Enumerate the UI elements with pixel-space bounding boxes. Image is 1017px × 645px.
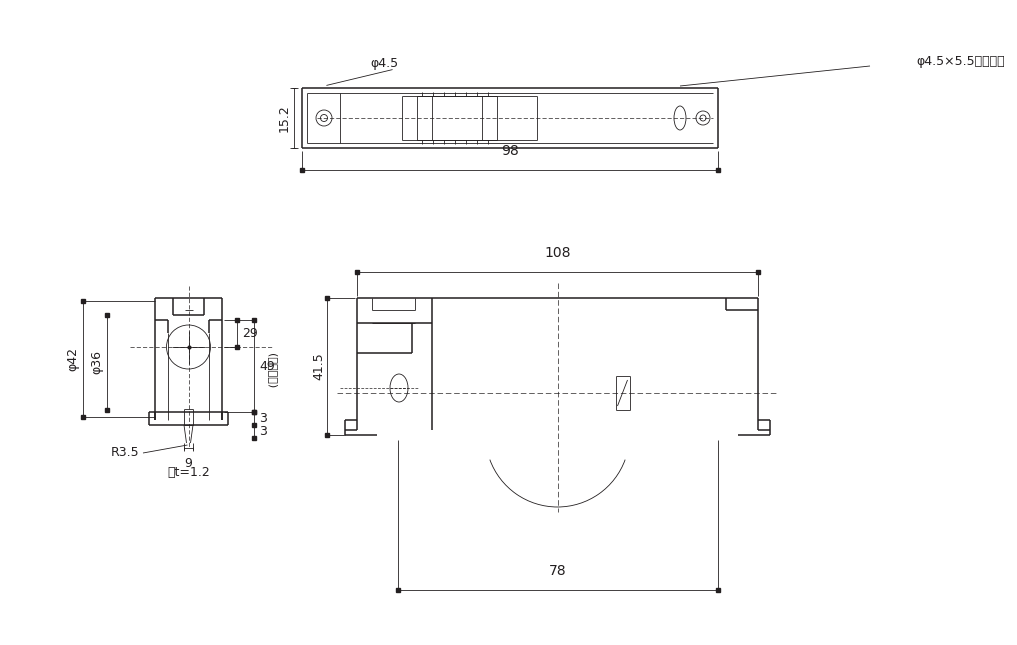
Text: 108: 108 (544, 246, 571, 260)
Text: (調整寸法): (調整寸法) (267, 353, 277, 389)
Text: 3: 3 (259, 425, 266, 438)
Text: 98: 98 (501, 144, 519, 158)
Text: 3: 3 (259, 412, 266, 425)
Text: 41.5: 41.5 (312, 353, 325, 381)
Text: 9: 9 (184, 457, 192, 470)
Text: 29: 29 (242, 327, 257, 340)
Text: φ4.5: φ4.5 (370, 57, 398, 70)
Text: φ36: φ36 (91, 350, 104, 375)
Text: 15.2: 15.2 (278, 104, 291, 132)
Text: R3.5: R3.5 (111, 446, 139, 459)
Text: 78: 78 (549, 564, 566, 578)
Text: φ42: φ42 (66, 347, 79, 371)
Text: 49: 49 (259, 359, 275, 373)
Text: φ4.5×5.5スロット: φ4.5×5.5スロット (916, 55, 1005, 68)
Text: 枛t=1.2: 枛t=1.2 (167, 466, 210, 479)
